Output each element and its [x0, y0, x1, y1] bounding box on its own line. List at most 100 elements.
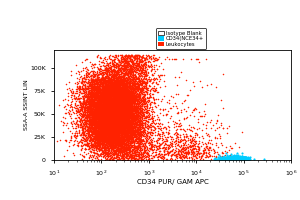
Point: [118, 96, 123, 99]
Point: [87, 118, 92, 121]
Point: [176, 149, 181, 153]
Point: [134, 89, 139, 92]
Point: [107, 129, 112, 132]
Point: [114, 134, 119, 137]
Point: [122, 117, 126, 120]
Point: [126, 106, 130, 109]
Point: [116, 118, 121, 121]
Point: [126, 101, 131, 105]
Point: [91, 108, 96, 111]
Point: [100, 108, 105, 111]
Point: [104, 107, 109, 110]
Point: [113, 73, 118, 76]
Point: [120, 95, 124, 98]
Point: [97, 94, 101, 98]
Point: [92, 92, 97, 95]
Point: [118, 106, 123, 109]
Point: [101, 106, 106, 110]
Point: [172, 154, 177, 157]
Point: [136, 83, 141, 86]
Point: [124, 101, 129, 104]
Point: [105, 79, 110, 82]
Point: [155, 58, 160, 61]
Point: [116, 106, 121, 109]
Point: [231, 157, 236, 160]
Point: [234, 155, 239, 158]
Point: [135, 136, 140, 139]
Point: [132, 109, 137, 112]
Point: [106, 91, 110, 94]
Point: [126, 112, 131, 115]
Point: [111, 111, 116, 114]
Point: [175, 153, 180, 156]
Point: [110, 114, 115, 117]
Point: [126, 74, 131, 77]
Point: [141, 84, 146, 88]
Point: [128, 131, 133, 134]
Point: [114, 106, 119, 110]
Point: [120, 101, 125, 105]
Point: [111, 58, 116, 61]
Point: [112, 109, 117, 112]
Point: [98, 96, 102, 99]
Point: [93, 129, 98, 132]
Point: [144, 83, 148, 86]
Point: [118, 102, 123, 105]
Point: [100, 124, 104, 127]
Point: [118, 102, 123, 105]
Point: [78, 103, 83, 106]
Point: [95, 89, 100, 93]
Point: [112, 115, 117, 118]
Point: [99, 107, 104, 110]
Point: [141, 100, 146, 103]
Point: [76, 104, 80, 107]
Point: [100, 103, 105, 106]
Point: [101, 108, 106, 111]
Point: [132, 83, 137, 86]
Point: [126, 112, 131, 116]
Point: [127, 147, 132, 150]
Point: [92, 118, 97, 121]
Point: [133, 124, 137, 127]
Point: [108, 86, 112, 90]
Point: [135, 108, 140, 111]
Point: [96, 93, 100, 96]
Point: [102, 122, 107, 125]
Point: [88, 106, 93, 109]
Point: [111, 120, 116, 123]
Point: [173, 75, 178, 78]
Point: [112, 122, 116, 125]
Point: [115, 57, 119, 60]
Point: [114, 84, 118, 87]
Point: [122, 103, 127, 107]
Point: [234, 157, 239, 160]
Point: [129, 92, 134, 95]
Point: [165, 140, 170, 143]
Point: [105, 92, 110, 95]
Point: [93, 97, 98, 100]
Point: [102, 98, 107, 101]
Point: [107, 83, 112, 86]
Point: [126, 109, 130, 112]
Point: [200, 152, 205, 155]
Point: [114, 137, 118, 140]
Point: [113, 115, 118, 118]
Point: [141, 99, 146, 102]
Point: [109, 122, 114, 126]
Point: [137, 80, 142, 84]
Point: [85, 143, 90, 146]
Point: [104, 132, 109, 135]
Point: [117, 60, 122, 63]
Point: [106, 89, 111, 93]
Point: [103, 116, 108, 119]
Point: [111, 108, 116, 111]
Point: [192, 157, 197, 160]
Point: [94, 99, 98, 102]
Point: [90, 105, 95, 109]
Point: [87, 93, 92, 97]
Point: [79, 108, 84, 112]
Point: [123, 99, 128, 102]
Point: [143, 100, 148, 103]
Point: [120, 80, 125, 83]
Point: [131, 118, 136, 121]
